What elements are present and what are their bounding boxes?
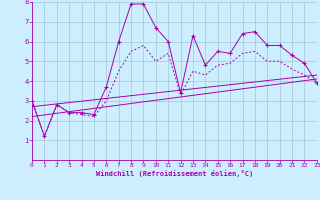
- X-axis label: Windchill (Refroidissement éolien,°C): Windchill (Refroidissement éolien,°C): [96, 170, 253, 177]
